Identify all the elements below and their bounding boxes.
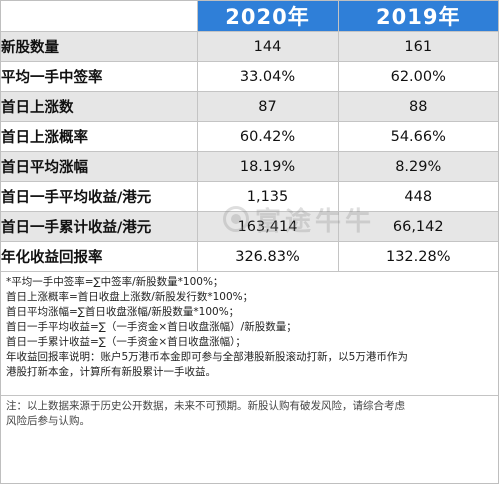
value-2020: 1,135 <box>196 181 339 212</box>
value-2020: 144 <box>196 31 339 62</box>
table-row: 新股数量 144 161 <box>1 31 498 62</box>
value-2019: 54.66% <box>337 121 498 152</box>
value-2019: 62.00% <box>337 61 498 92</box>
value-2020: 18.19% <box>196 151 339 182</box>
disclaimer-line: 风险后参与认购。 <box>6 415 90 427</box>
table-row: 年化收益回报率 326.83% 132.28% <box>1 241 498 272</box>
disclaimer: 注：以上数据来源于历史公开数据，未来不可预期。新股认购有破发风险，请综合考虑 风… <box>1 396 498 432</box>
table-row: 平均一手中签率 33.04% 62.00% <box>1 61 498 92</box>
value-2019: 448 <box>337 181 498 212</box>
note-line: 首日上涨概率=首日收盘上涨数/新股发行数*100%； <box>6 291 254 303</box>
row-label: 首日一手累计收益/港元 <box>1 211 198 242</box>
note-line: 首日平均涨幅=∑首日收盘涨幅/新股数量*100%； <box>6 306 240 318</box>
note-line: 年收益回报率说明：账户5万港币本金即可参与全部港股新股滚动打新，以5万港币作为 <box>6 351 408 363</box>
value-2020: 87 <box>196 91 339 122</box>
table-row: 首日一手平均收益/港元 1,135 448 <box>1 181 498 212</box>
disclaimer-line: 注：以上数据来源于历史公开数据，未来不可预期。新股认购有破发风险，请综合考虑 <box>6 400 405 412</box>
table-row: 首日上涨数 87 88 <box>1 91 498 122</box>
header-blank-cell <box>1 1 198 32</box>
value-2020: 33.04% <box>196 61 339 92</box>
value-2020: 60.42% <box>196 121 339 152</box>
value-2019: 88 <box>337 91 498 122</box>
value-2020: 326.83% <box>196 241 339 272</box>
note-line: *平均一手中签率=∑中签率/新股数量*100%； <box>6 276 224 288</box>
row-label: 首日上涨概率 <box>1 121 198 152</box>
value-2019: 161 <box>337 31 498 62</box>
header-2020: 2020年 <box>196 1 339 32</box>
note-line: 首日一手平均收益=∑（一手资金×首日收盘涨幅）/新股数量； <box>6 321 297 333</box>
header-row: 2020年 2019年 <box>1 1 498 32</box>
note-line: 港股打新本金，计算所有新股累计一手收益。 <box>6 366 216 378</box>
row-label: 新股数量 <box>1 31 198 62</box>
table-row: 首日上涨概率 60.42% 54.66% <box>1 121 498 152</box>
header-2019: 2019年 <box>337 1 498 32</box>
value-2019: 66,142 <box>337 211 498 242</box>
table-row: 首日平均涨幅 18.19% 8.29% <box>1 151 498 182</box>
value-2019: 8.29% <box>337 151 498 182</box>
value-2020: 163,414 <box>196 211 339 242</box>
row-label: 首日上涨数 <box>1 91 198 122</box>
value-2019: 132.28% <box>337 241 498 272</box>
table-row: 首日一手累计收益/港元 163,414 66,142 <box>1 211 498 242</box>
formula-notes: *平均一手中签率=∑中签率/新股数量*100%； 首日上涨概率=首日收盘上涨数/… <box>1 272 498 396</box>
note-line: 首日一手累计收益=∑（一手资金×首日收盘涨幅）； <box>6 336 246 348</box>
ipo-stats-table: 2020年 2019年 新股数量 144 161 平均一手中签率 33.04% … <box>1 1 498 272</box>
row-label: 平均一手中签率 <box>1 61 198 92</box>
row-label: 年化收益回报率 <box>1 241 198 272</box>
row-label: 首日一手平均收益/港元 <box>1 181 198 212</box>
row-label: 首日平均涨幅 <box>1 151 198 182</box>
